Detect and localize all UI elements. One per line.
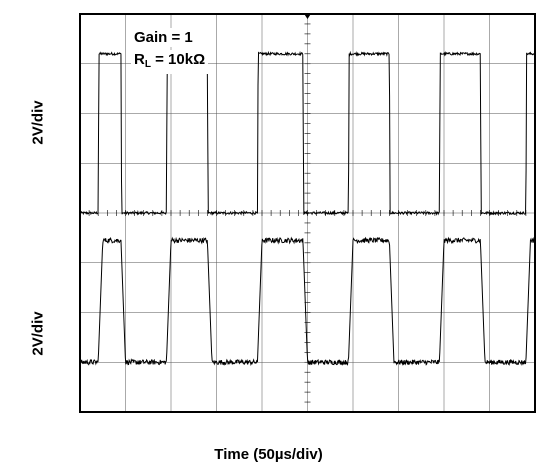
rl-suffix: = 10kΩ	[150, 51, 206, 68]
trigger-marker	[303, 13, 312, 19]
rl-prefix: R	[134, 51, 145, 68]
input-trace	[79, 50, 536, 216]
x-axis-label: Time (50µs/div)	[214, 446, 323, 463]
output-trace	[79, 236, 536, 367]
traces	[79, 50, 536, 367]
y-axis-label-top: 2V/div	[29, 100, 47, 145]
y-axis-label-bottom: 2V/div	[29, 311, 47, 356]
load-resistance-annotation: RL = 10kΩ	[131, 50, 209, 74]
gain-annotation: Gain = 1	[131, 28, 196, 47]
rl-subscript: L	[144, 59, 151, 70]
